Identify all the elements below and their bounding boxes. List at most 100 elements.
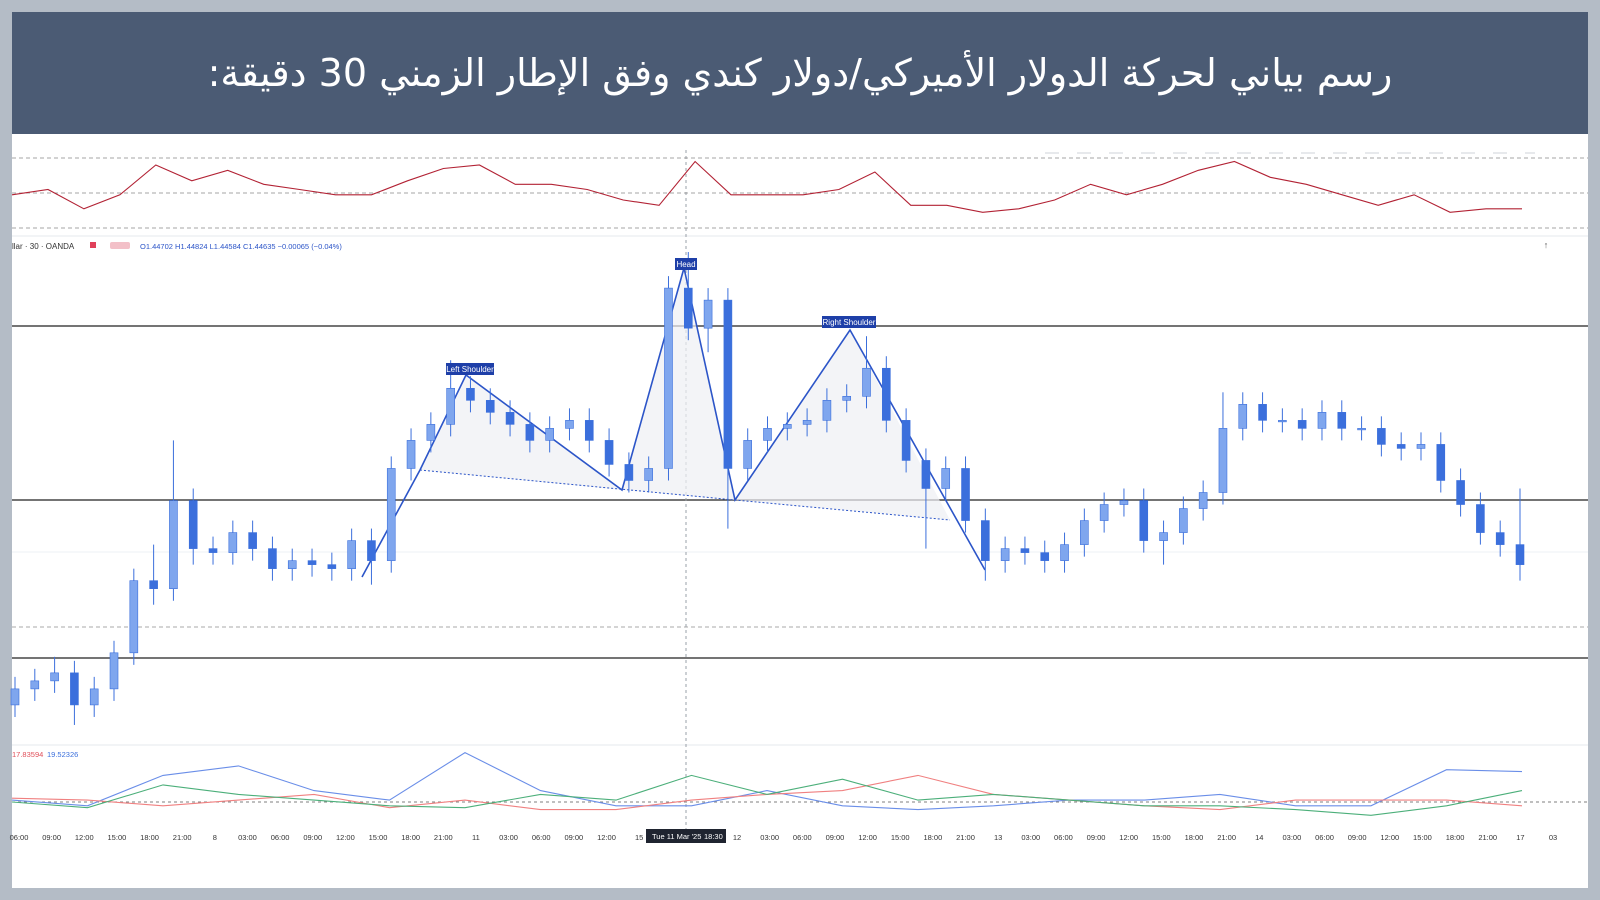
x-tick-label: 12 (733, 833, 741, 842)
candle-body (208, 548, 218, 553)
x-tick-label: 09:00 (42, 833, 61, 842)
candle-body (1238, 404, 1248, 429)
x-tick-label: 03:00 (1283, 833, 1302, 842)
candle-body (149, 580, 158, 589)
dmi-line (11, 774, 1523, 816)
collapse-icon[interactable]: ↑ (1544, 240, 1549, 250)
annotation-box (446, 363, 494, 375)
candle-body (1396, 444, 1406, 449)
candle-body (466, 387, 475, 401)
annotation-box (822, 316, 876, 328)
candle-body (1456, 480, 1465, 505)
candle-body (287, 560, 297, 569)
candle-body (664, 287, 673, 469)
annotation-box (675, 258, 697, 270)
candle-body (169, 500, 178, 589)
candle-body (743, 440, 752, 469)
candle-body (327, 564, 337, 569)
x-tick-label: 09:00 (826, 833, 845, 842)
candle-body (505, 412, 515, 425)
candle-body (109, 652, 119, 690)
x-tick-label: 18:00 (923, 833, 942, 842)
x-tick-label: 06:00 (1315, 833, 1334, 842)
x-tick-label: 21:00 (1478, 833, 1497, 842)
x-tick-label: 12:00 (1380, 833, 1399, 842)
x-tick-label: 06:00 (532, 833, 551, 842)
x-tick-label: 15:00 (369, 833, 388, 842)
dmi-legend: 19.52326 (47, 750, 78, 759)
candle-body (1495, 532, 1505, 545)
candle-body (89, 688, 99, 706)
candle-body (1436, 444, 1446, 481)
x-tick-label: 21:00 (1217, 833, 1236, 842)
x-tick-label: 09:00 (1348, 833, 1367, 842)
candle-body (525, 424, 535, 441)
candle-body (862, 367, 871, 397)
dmi-line (11, 751, 1523, 811)
candle-body (1377, 428, 1386, 445)
crosshair-date: Tue 11 Mar '25 (652, 832, 701, 841)
x-tick-label: 12:00 (1119, 833, 1138, 842)
crosshair-time: 18:30 (704, 832, 723, 841)
candle-body (367, 540, 376, 561)
title: رسم بياني لحركة الدولار الأميركي/دولار ك… (207, 51, 1393, 95)
candle-body (941, 468, 951, 489)
pattern-line (361, 267, 986, 578)
candle-body (386, 468, 396, 561)
symbol-label: llar · 30 · OANDA (12, 242, 75, 251)
x-tick-label: 21:00 (173, 833, 192, 842)
candle-body (624, 464, 634, 481)
neckline (419, 469, 951, 521)
x-tick-label: 06:00 (1054, 833, 1073, 842)
candle-body (1317, 412, 1327, 429)
candle-body (10, 688, 20, 706)
candle-body (1060, 544, 1069, 561)
x-tick-label: 06:00 (793, 833, 812, 842)
x-tick-label: 15:00 (1152, 833, 1171, 842)
candle-body (307, 560, 317, 565)
candle-body (1080, 520, 1089, 545)
candle-body (347, 540, 356, 569)
candle-body (1515, 544, 1525, 565)
x-tick-label: 8 (213, 833, 217, 842)
ohlc-label: O1.44702 H1.44824 L1.44584 C1.44635 −0.0… (140, 242, 342, 251)
annotation: Left Shoulder (446, 365, 494, 374)
candle-body (763, 428, 772, 441)
candle-body (1020, 548, 1030, 553)
annotation: Head (676, 260, 695, 269)
x-tick-label: 17 (1516, 833, 1524, 842)
x-tick-label: 15:00 (891, 833, 910, 842)
candle-body (1218, 428, 1228, 493)
candle-body (446, 387, 455, 425)
candle-body (1416, 444, 1426, 449)
candle-body (1119, 500, 1129, 505)
candle-body (723, 299, 733, 469)
candle-body (545, 428, 554, 441)
x-tick-label: 12:00 (75, 833, 94, 842)
x-tick-label: 11 (472, 833, 480, 842)
x-tick-label: 18:00 (401, 833, 420, 842)
candle-body (1258, 404, 1267, 421)
candle-body (228, 532, 238, 553)
candle-body (882, 367, 891, 421)
x-tick-label: 18:00 (1446, 833, 1465, 842)
candle-body (1278, 420, 1287, 423)
candle-body (1337, 412, 1347, 429)
legend-icon (110, 242, 130, 249)
rsi-line (11, 160, 1522, 213)
x-tick-label: 21:00 (956, 833, 975, 842)
candle-body (1040, 552, 1050, 561)
candle-body (604, 440, 614, 465)
candle-body (268, 548, 277, 569)
candle-body (981, 520, 990, 561)
candle-body (426, 424, 436, 441)
x-tick-label: 06:00 (271, 833, 290, 842)
candle-body (644, 468, 653, 481)
x-tick-label: 15:00 (108, 833, 127, 842)
candle-body (188, 500, 198, 549)
header: رسم بياني لحركة الدولار الأميركي/دولار ك… (12, 12, 1588, 134)
x-tick-label: 03:00 (1021, 833, 1040, 842)
candle-body (783, 424, 792, 429)
